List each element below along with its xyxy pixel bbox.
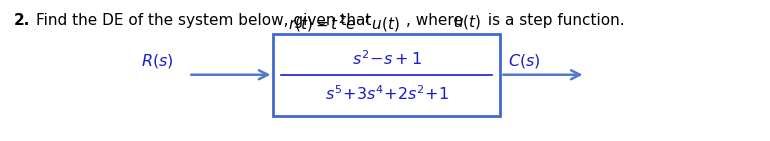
Bar [273,34,500,116]
Text: Find the DE of the system below, given that: Find the DE of the system below, given t… [36,13,377,28]
Text: $R(s)$: $R(s)$ [141,52,173,70]
Text: $s^2\!-\!s+1$: $s^2\!-\!s+1$ [352,49,422,68]
Text: $r(t) = t^2e^{-t}\,u(t)$: $r(t) = t^2e^{-t}\,u(t)$ [288,13,400,34]
Text: $C(s)$: $C(s)$ [508,52,541,70]
Text: , where: , where [406,13,467,28]
Text: $s^5\!+\!3s^4\!+\!2s^2\!+\!1$: $s^5\!+\!3s^4\!+\!2s^2\!+\!1$ [325,84,449,103]
Text: 2.: 2. [14,13,30,28]
Text: $u(t)$: $u(t)$ [453,13,481,31]
Text: is a step function.: is a step function. [483,13,624,28]
